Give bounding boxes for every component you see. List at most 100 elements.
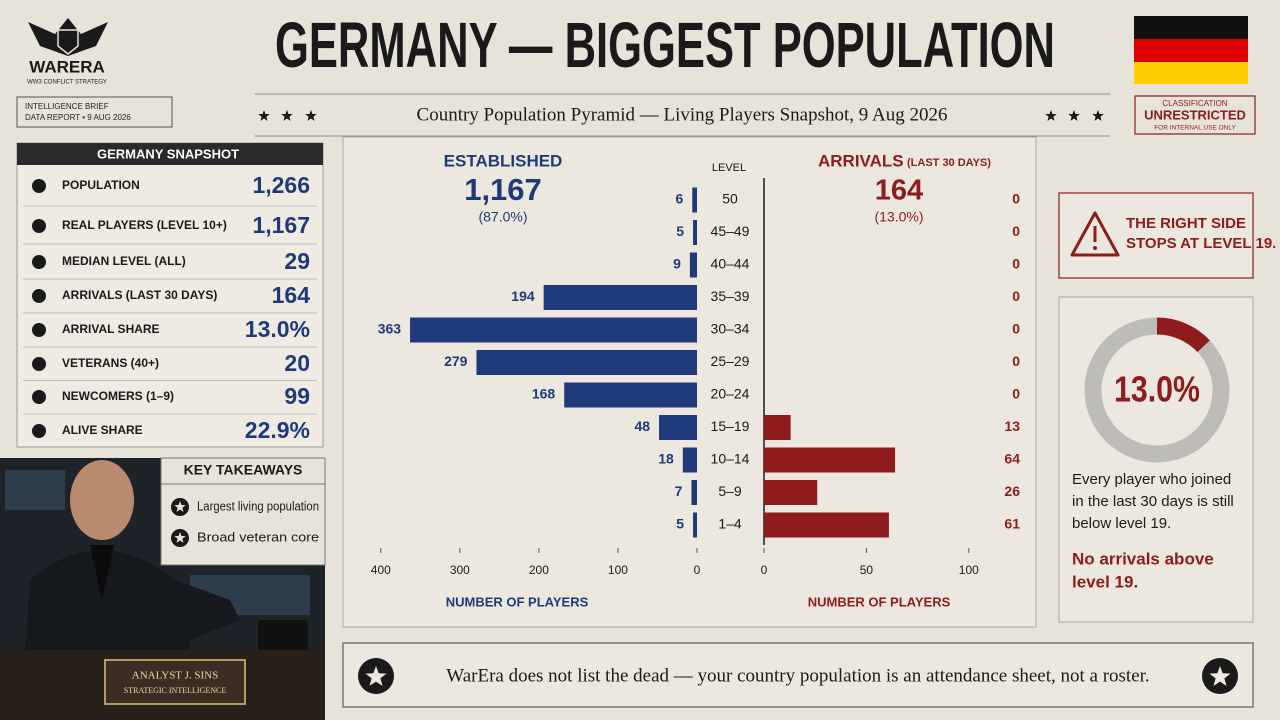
donut-emphasis: No arrivals above [1072,549,1214,568]
classification-label: CLASSIFICATION [1162,99,1227,108]
bar [764,415,791,440]
takeaway-star [174,501,186,512]
value-label: 0 [1012,223,1020,239]
footer-quote: WarEra does not list the dead — your cou… [446,665,1149,686]
subtitle: Country Population Pyramid — Living Play… [417,104,948,125]
row-label: MEDIAN LEVEL (ALL) [62,254,186,268]
row-value: 99 [284,383,310,409]
donut-note: in the last 30 days is still [1072,493,1234,510]
x-tick-label: 0 [694,563,701,577]
chart-panel [342,136,1037,628]
bar [764,480,818,505]
classification-note: FOR INTERNAL USE ONLY [1154,125,1236,132]
bar [764,512,889,538]
footer-icons [358,658,1238,694]
x-tick-label: 100 [608,563,628,577]
footer-box [342,642,1254,708]
series-share: (87.0%) [478,209,527,225]
logo [28,18,108,56]
classification: UNRESTRICTED [1144,107,1246,122]
bar [476,350,697,375]
x2-tick-label: 100 [959,563,979,577]
donut-label: 13.0% [1114,369,1200,410]
donut-note: below level 19. [1072,515,1171,532]
level-label: 40–44 [711,256,750,272]
brief-title: INTELLIGENCE BRIEF [25,102,109,111]
value-label: 279 [444,353,468,369]
row-icon [32,219,46,233]
snapshot-title: GERMANY SNAPSHOT [97,146,239,161]
star [1045,110,1057,121]
row-label: VETERANS (40+) [62,356,159,370]
x-tick-label: 400 [371,563,391,577]
star [1092,110,1104,121]
value-label: 0 [1012,353,1020,369]
brief-line: DATA REPORT • 9 AUG 2026 [25,113,131,122]
bar [543,285,697,310]
row-value: 29 [284,248,310,274]
row-value: 1,167 [252,212,310,238]
takeaway: Broad veteran core [197,529,319,544]
value-label: 363 [378,321,402,337]
plaque [104,659,246,705]
level-label: 1–4 [718,516,742,532]
value-label: 64 [1004,451,1020,467]
row-icon [32,323,46,337]
level-label: 5–9 [718,483,742,499]
x-tick-label: 300 [450,563,470,577]
value-label: 7 [675,483,683,499]
takeaway: Largest living population [197,498,319,513]
takeaways-title: KEY TAKEAWAYS [184,462,303,478]
footer-star [365,666,387,686]
value-label: 5 [676,516,684,532]
row-value: 1,266 [252,172,310,198]
bar [692,187,697,213]
row-icon [32,357,46,371]
flag [1134,16,1248,84]
x2-tick-label: 50 [860,563,874,577]
value-label: 6 [675,191,683,207]
x2-axis-title: NUMBER OF PLAYERS [808,594,951,609]
alert-icon [1070,211,1120,257]
bar [564,382,697,408]
snapshot-header [17,143,323,165]
bar [410,317,697,343]
value-label: 0 [1012,191,1020,207]
level-header: LEVEL [712,162,746,174]
value-label: 26 [1004,483,1020,499]
donut-arc [1156,317,1210,353]
classification-box [1134,95,1256,135]
row-icon [32,255,46,269]
series-name: ESTABLISHED [444,151,563,170]
level-label: 35–39 [711,288,750,304]
bar [659,415,697,440]
title: GERMANY — BIGGEST POPULATION [275,9,1055,81]
row-label: ARRIVAL SHARE [62,322,160,336]
row-value: 20 [284,350,310,376]
bar [691,480,697,505]
bar [689,252,697,278]
alert-line: THE RIGHT SIDE [1126,215,1246,232]
level-label: 45–49 [711,223,750,239]
value-label: 0 [1012,288,1020,304]
value-label: 9 [673,256,681,272]
x2-tick-label: 0 [761,563,768,577]
level-label: 50 [722,191,738,207]
row-value: 22.9% [245,417,310,443]
donut-emphasis: level 19. [1072,572,1138,591]
brand: WARERA [29,57,105,76]
takeaway-star [174,532,186,543]
value-label: 5 [676,223,684,239]
donut-note: Every player who joined [1072,471,1231,488]
value-label: 18 [658,451,674,467]
series-note: (LAST 30 DAYS) [907,157,991,169]
value-label: 194 [511,288,535,304]
pyramid-chart: ESTABLISHED 1,167 (87.0%) ARRIVALS (LAST 30 … [371,151,1020,609]
brief-box [16,96,173,128]
row-value: 13.0% [245,316,310,342]
series-total: 1,167 [464,172,542,207]
level-label: 30–34 [711,321,750,337]
row-icon [32,179,46,193]
row-label: ARRIVALS (LAST 30 DAYS) [62,288,217,302]
